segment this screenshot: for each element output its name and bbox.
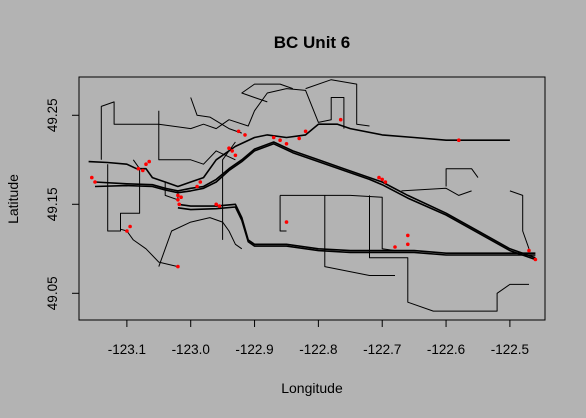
point-7 [176, 193, 180, 198]
track-line-6 [158, 217, 243, 267]
track-line-16 [324, 195, 395, 276]
y-axis: 49.05 49.15 49.25 [45, 98, 80, 310]
point-21 [278, 138, 282, 142]
point-11 [195, 184, 199, 189]
point-6 [147, 159, 151, 164]
point-38 [527, 248, 531, 253]
track-line-8 [158, 110, 236, 165]
track-line-11 [120, 228, 179, 268]
chart-title: BC Unit 6 [274, 33, 351, 52]
point-30 [284, 220, 289, 224]
x-axis: -123.1 -123.0 -122.9 -122.8 -122.7 -122.6 -122… [108, 319, 529, 357]
track-line-13 [280, 194, 396, 252]
x-tick-label: -122.6 [427, 342, 465, 357]
y-axis-label: Latitude [5, 174, 21, 224]
x-tick-label: -122.7 [363, 342, 401, 357]
track-line-15 [369, 195, 529, 312]
point-23 [297, 136, 302, 141]
track-line-17 [401, 187, 472, 196]
point-28 [383, 180, 388, 184]
x-tick-label: -123.0 [172, 342, 210, 357]
track-line-21 [241, 83, 293, 103]
point-33 [393, 245, 397, 249]
x-tick-label: -122.5 [491, 342, 529, 357]
track-line-4 [177, 203, 536, 254]
x-tick-label: -122.8 [299, 342, 337, 357]
point-4 [141, 168, 145, 173]
point-18 [236, 129, 241, 134]
point-35 [128, 224, 132, 229]
track-line-18 [445, 168, 479, 187]
point-1 [90, 175, 94, 180]
y-tick-label: 49.15 [45, 187, 60, 221]
track-line-1 [88, 123, 510, 188]
point-14 [230, 149, 234, 153]
point-5 [144, 162, 148, 166]
point-37 [533, 257, 538, 262]
track-line-14 [279, 195, 287, 232]
point-34 [125, 229, 129, 233]
point-26 [457, 138, 461, 142]
track-line-10 [107, 159, 141, 232]
point-3 [136, 166, 141, 171]
observation-points [90, 117, 538, 269]
plot-frame [78, 76, 546, 321]
y-tick-label: 49.25 [45, 98, 60, 132]
point-16 [214, 202, 218, 207]
point-25 [338, 117, 343, 122]
x-tick-label: -123.1 [108, 342, 146, 357]
point-8 [176, 198, 180, 202]
point-27 [380, 177, 385, 182]
track-line-3 [94, 143, 536, 261]
point-9 [177, 202, 181, 207]
track-line-2 [94, 141, 536, 259]
x-axis-label: Longitude [281, 380, 343, 396]
y-tick-label: 49.05 [45, 276, 60, 310]
point-20 [271, 135, 276, 140]
point-10 [179, 195, 183, 199]
track-line-22 [305, 79, 370, 127]
point-17 [217, 204, 222, 208]
point-15 [233, 153, 238, 158]
track-line-9 [190, 97, 242, 134]
point-2 [93, 180, 97, 184]
point-32 [406, 242, 410, 247]
point-24 [303, 129, 308, 134]
point-36 [176, 264, 180, 269]
x-tick-label: -122.9 [235, 342, 273, 357]
track-line-20 [222, 141, 236, 240]
point-19 [243, 133, 247, 137]
track-line-5 [177, 206, 536, 256]
point-29 [377, 175, 381, 180]
point-12 [198, 180, 203, 184]
point-13 [227, 146, 231, 150]
track-lines [88, 79, 536, 312]
track-line-7 [100, 88, 345, 160]
point-31 [406, 233, 410, 238]
track-line-19 [509, 190, 530, 249]
point-22 [284, 142, 289, 146]
